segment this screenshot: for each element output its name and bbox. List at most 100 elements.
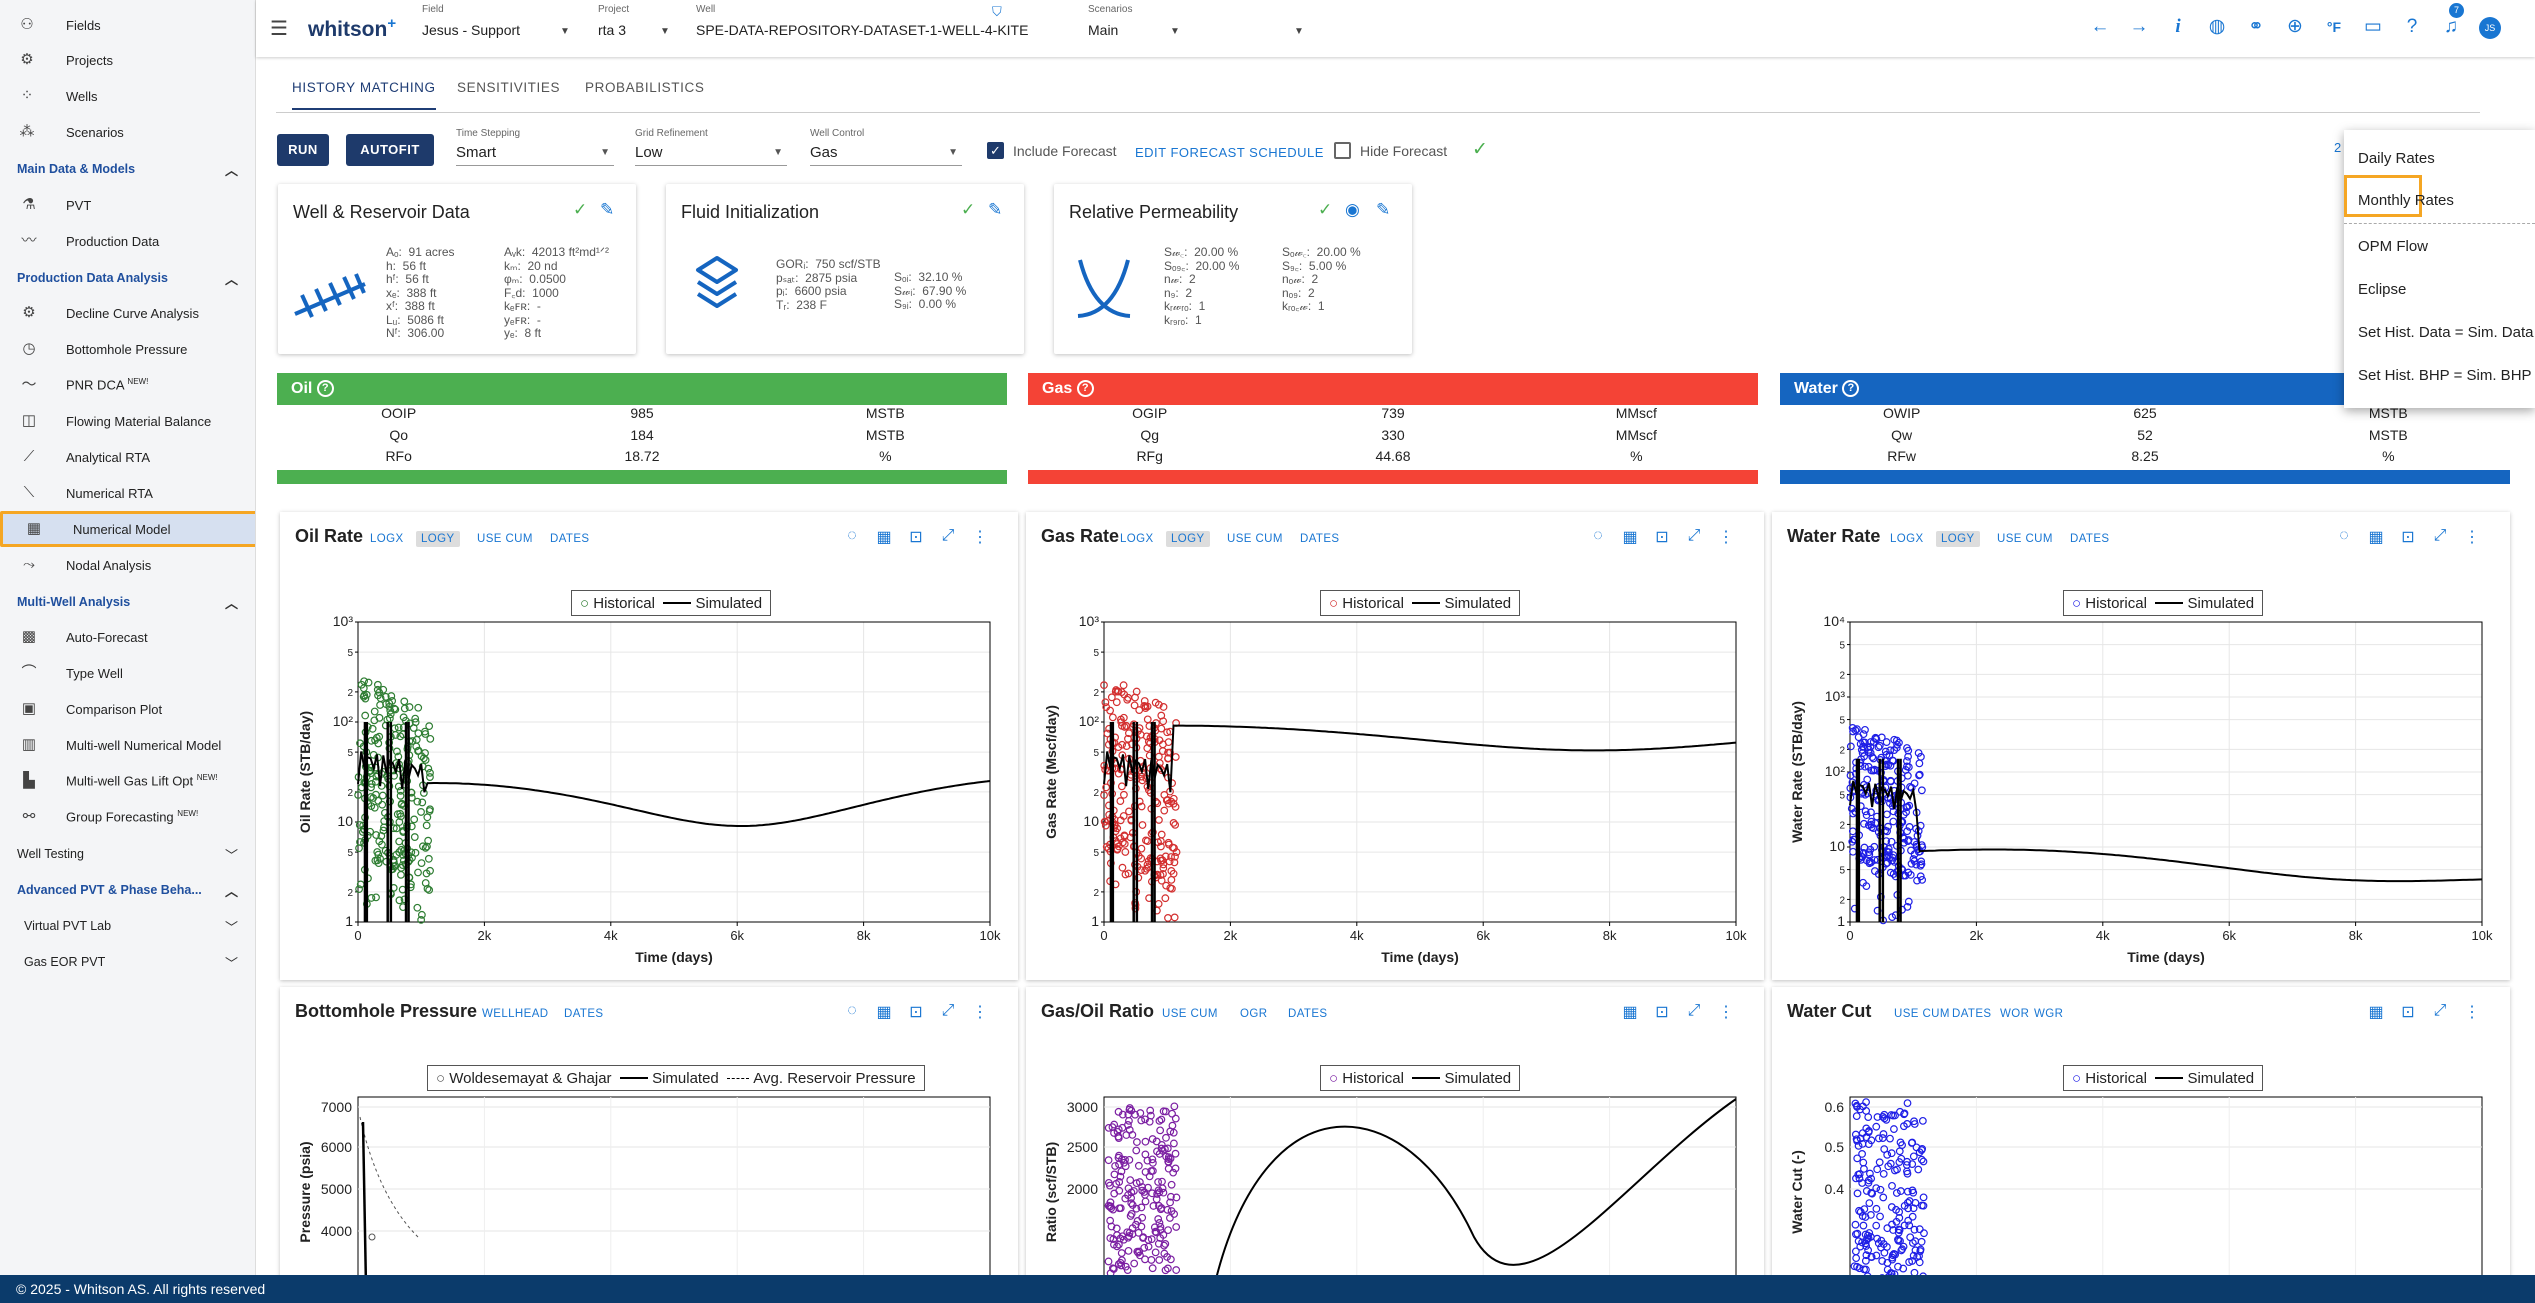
time-stepping-select[interactable]: Time Stepping Smart ▼ — [456, 128, 614, 166]
sidebar-section-virtual-pvt-lab[interactable]: Virtual PVT Lab ﹀ — [0, 910, 255, 942]
sidebar-item-comparison-plot[interactable]: ▣ Comparison Plot — [21, 700, 163, 717]
sidebar-section-main-data[interactable]: Main Data & Models ︿ — [0, 153, 255, 185]
menu-item-daily-rates[interactable]: Daily Rates — [2358, 150, 2435, 167]
arrow-left-icon[interactable]: ← — [2090, 16, 2110, 37]
logy-toggle[interactable]: LOGY — [1936, 531, 1980, 547]
eye-icon[interactable]: ◉ — [1345, 200, 1360, 219]
sidebar-item-type-well[interactable]: ⌒ Type Well — [21, 664, 123, 681]
table-icon[interactable]: ▦ — [1622, 529, 1638, 546]
sidebar-item-auto-forecast[interactable]: ▩ Auto-Forecast — [21, 628, 148, 645]
sidebar-section-production-data-analysis[interactable]: Production Data Analysis ︿ — [0, 262, 255, 294]
sidebar-item-numerical-model[interactable]: ▦ Numerical Model — [0, 511, 255, 547]
use-cum-toggle[interactable]: USE CUM — [477, 533, 533, 545]
logx-toggle[interactable]: LOGX — [370, 533, 404, 545]
feedback-icon[interactable]: ▭ — [2364, 16, 2382, 37]
sidebar-item-bhp[interactable]: ◷ Bottomhole Pressure — [0, 332, 255, 366]
help-icon[interactable]: ? — [316, 380, 334, 398]
use-cum-toggle[interactable]: USE CUM — [1227, 533, 1283, 545]
help-icon[interactable]: ? — [2406, 16, 2418, 37]
table-icon[interactable]: ▦ — [2368, 529, 2384, 546]
table-icon[interactable]: ▦ — [876, 529, 892, 546]
scenario-select[interactable]: Scenarios Main ▼ — [1088, 4, 1180, 38]
grid-refinement-select[interactable]: Grid Refinement Low ▼ — [635, 128, 787, 166]
sidebar-item-gas-lift[interactable]: ▙ Multi-well Gas Lift Opt NEW! — [0, 764, 255, 798]
fit-icon[interactable]: ⊡ — [2401, 1004, 2415, 1021]
sidebar-item-dca[interactable]: ⚙ Decline Curve Analysis — [0, 296, 255, 330]
sidebar-item-production-data[interactable]: 〰 Production Data — [21, 232, 160, 249]
more-icon[interactable]: ⋮ — [1718, 529, 1734, 546]
dates-toggle[interactable]: DATES — [1288, 1008, 1328, 1020]
water-rate-chart[interactable]: 1 2 5 10 2 5 10² 2 5 10³ 2 5 10⁴ 0 2k 4k 6k 8k 10k Time (da… — [1772, 512, 2510, 980]
sidebar-item-pvt[interactable]: ⚗ PVT — [0, 188, 255, 222]
project-select[interactable]: Project rta 3 ▼ — [598, 4, 670, 38]
sidebar-item-group-forecasting[interactable]: ⚯ Group Forecasting NEW! — [0, 800, 255, 834]
bell-icon[interactable]: ♫ — [2443, 16, 2459, 37]
sidebar-item-fields[interactable]: ⚇ Fields — [0, 8, 255, 42]
sidebar-section-advanced-pvt[interactable]: Advanced PVT & Phase Beha... ︿ — [0, 874, 255, 906]
partial-link[interactable]: 2 — [2334, 140, 2342, 155]
dates-toggle[interactable]: DATES — [1300, 533, 1340, 545]
download-icon[interactable]: ⊕ — [2287, 16, 2303, 37]
sidebar-section-gas-eor-pvt[interactable]: Gas EOR PVT ﹀ — [0, 946, 255, 978]
sidebar-item-pnr-dca[interactable]: 〜 PNR DCA NEW! — [21, 376, 149, 393]
well-control-select[interactable]: Well Control Gas ▼ — [810, 128, 962, 166]
include-forecast-checkbox[interactable]: ✓ — [987, 142, 1004, 159]
sidebar-item-multiwell-numerical[interactable]: ▥ Multi-well Numerical Model — [21, 736, 222, 753]
sidebar-item-scenarios[interactable]: ⁂ Scenarios — [19, 123, 124, 140]
table-icon[interactable]: ▦ — [1622, 1004, 1638, 1021]
use-cum-toggle[interactable]: USE CUM — [1894, 1008, 1950, 1020]
sidebar-section-multi-well[interactable]: Multi-Well Analysis ︿ — [0, 586, 255, 618]
tab-history-matching[interactable]: HISTORY MATCHING — [292, 80, 436, 110]
menu-icon[interactable]: ☰ — [270, 18, 288, 40]
run-button[interactable]: RUN — [277, 134, 329, 166]
dates-toggle[interactable]: DATES — [1952, 1008, 1992, 1020]
sidebar-item-numerical-rta[interactable]: ⟍ Numerical RTA — [0, 476, 255, 510]
fullscreen-icon[interactable]: ⤢ — [1687, 527, 1701, 544]
dates-toggle[interactable]: DATES — [2070, 533, 2110, 545]
info-icon[interactable]: i — [2175, 16, 2181, 37]
reset-zoom-icon[interactable]: ◌ — [847, 527, 857, 544]
arrow-right-icon[interactable]: → — [2129, 16, 2149, 37]
fullscreen-icon[interactable]: ⤢ — [2433, 527, 2447, 544]
more-icon[interactable]: ⋮ — [1718, 1004, 1734, 1021]
tab-sensitivities[interactable]: SENSITIVITIES — [457, 80, 561, 95]
reset-zoom-icon[interactable]: ◌ — [2339, 527, 2349, 544]
filter-icon[interactable]: ⛉ — [992, 4, 1002, 19]
sidebar-item-projects[interactable]: ⚙ Projects — [0, 43, 255, 77]
help-icon[interactable]: ? — [1842, 380, 1860, 398]
edit-icon[interactable]: ✎ — [1376, 200, 1391, 219]
menu-item-monthly-rates[interactable]: Monthly Rates — [2358, 192, 2454, 209]
edit-forecast-schedule-link[interactable]: EDIT FORECAST SCHEDULE — [1135, 145, 1324, 160]
sidebar-item-analytical-rta[interactable]: ⟋ Analytical RTA — [0, 440, 255, 474]
bhp-chart[interactable]: 7000 6000 5000 4000 Pressure (psia) — [280, 987, 1018, 1287]
menu-item-opm-flow[interactable]: OPM Flow — [2358, 238, 2429, 255]
hide-forecast-checkbox[interactable] — [1334, 142, 1351, 159]
temperature-unit-icon[interactable]: °F — [2326, 19, 2342, 35]
more-icon[interactable]: ⋮ — [2464, 529, 2480, 546]
use-cum-toggle[interactable]: USE CUM — [1997, 533, 2053, 545]
fit-icon[interactable]: ⊡ — [909, 529, 923, 546]
menu-item-set-hist-data[interactable]: Set Hist. Data = Sim. Data — [2358, 324, 2534, 341]
dates-toggle[interactable]: DATES — [564, 1008, 604, 1020]
wor-toggle[interactable]: WOR — [2000, 1008, 2030, 1020]
field-select[interactable]: Field Jesus - Support ▼ — [422, 4, 570, 38]
sidebar-section-well-testing[interactable]: Well Testing ﹀ — [0, 838, 255, 870]
sidebar-item-fmb[interactable]: ◫ Flowing Material Balance — [21, 412, 212, 429]
wellhead-toggle[interactable]: WELLHEAD — [482, 1008, 549, 1020]
water-cut-chart[interactable]: 0.6 0.5 0.4 Water Cut (-) — [1772, 987, 2510, 1287]
menu-item-set-hist-bhp[interactable]: Set Hist. BHP = Sim. BHP — [2358, 367, 2532, 384]
globe-icon[interactable]: ◍ — [2208, 16, 2226, 37]
logy-toggle[interactable]: LOGY — [416, 531, 460, 547]
gor-chart[interactable]: 3000 2500 2000 Ratio (scf/STB) — [1026, 987, 1764, 1287]
logx-toggle[interactable]: LOGX — [1120, 533, 1154, 545]
fit-icon[interactable]: ⊡ — [1655, 529, 1669, 546]
more-icon[interactable]: ⋮ — [2464, 1004, 2480, 1021]
more-icon[interactable]: ⋮ — [972, 529, 988, 546]
avatar[interactable]: JS — [2479, 17, 2501, 39]
tab-probabilistics[interactable]: PROBABILISTICS — [585, 80, 705, 95]
fit-icon[interactable]: ⊡ — [2401, 529, 2415, 546]
reset-zoom-icon[interactable]: ◌ — [1593, 527, 1603, 544]
fullscreen-icon[interactable]: ⤢ — [941, 1002, 955, 1019]
sidebar-item-nodal-analysis[interactable]: ⤳ Nodal Analysis — [0, 548, 255, 582]
logy-toggle[interactable]: LOGY — [1166, 531, 1210, 547]
